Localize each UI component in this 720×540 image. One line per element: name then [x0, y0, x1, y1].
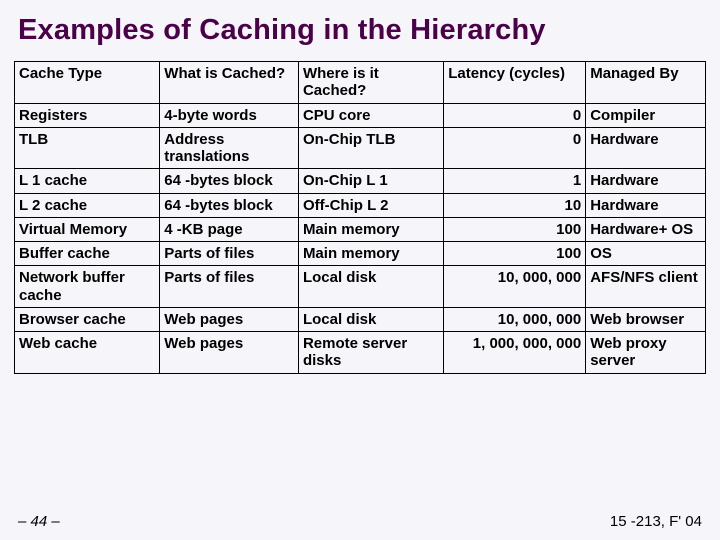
cell: 4 -KB page: [160, 217, 299, 241]
cell: Local disk: [298, 307, 443, 331]
cell: Hardware: [586, 127, 706, 169]
cell: Network buffer cache: [15, 266, 160, 308]
cell: Web proxy server: [586, 332, 706, 374]
cell: AFS/NFS client: [586, 266, 706, 308]
cell: On-Chip TLB: [298, 127, 443, 169]
cell: Remote server disks: [298, 332, 443, 374]
footer: – 44 – 15 -213, F' 04: [18, 513, 702, 530]
course-tag: 15 -213, F' 04: [610, 513, 702, 530]
cell: 64 -bytes block: [160, 193, 299, 217]
cell: Off-Chip L 2: [298, 193, 443, 217]
cell: Compiler: [586, 103, 706, 127]
page-number: – 44 –: [18, 513, 60, 530]
cell: Main memory: [298, 217, 443, 241]
cell: Buffer cache: [15, 242, 160, 266]
cell: Address translations: [160, 127, 299, 169]
cell: Parts of files: [160, 266, 299, 308]
page-title: Examples of Caching in the Hierarchy: [18, 14, 706, 47]
cell: 100: [444, 217, 586, 241]
cell: 100: [444, 242, 586, 266]
cell: 1, 000, 000, 000: [444, 332, 586, 374]
cell: 64 -bytes block: [160, 169, 299, 193]
table-header-row: Cache Type What is Cached? Where is it C…: [15, 62, 706, 104]
cell: Web pages: [160, 307, 299, 331]
cell: Parts of files: [160, 242, 299, 266]
cell: On-Chip L 1: [298, 169, 443, 193]
table-row: L 1 cache 64 -bytes block On-Chip L 1 1 …: [15, 169, 706, 193]
cell: Browser cache: [15, 307, 160, 331]
cell: Web cache: [15, 332, 160, 374]
cell: Hardware: [586, 169, 706, 193]
cell: Local disk: [298, 266, 443, 308]
table-row: Buffer cache Parts of files Main memory …: [15, 242, 706, 266]
table-row: Web cache Web pages Remote server disks …: [15, 332, 706, 374]
cell: L 2 cache: [15, 193, 160, 217]
table-row: L 2 cache 64 -bytes block Off-Chip L 2 1…: [15, 193, 706, 217]
cell: 0: [444, 127, 586, 169]
cell: 10, 000, 000: [444, 307, 586, 331]
cell: 1: [444, 169, 586, 193]
cell: 10: [444, 193, 586, 217]
cell: 10, 000, 000: [444, 266, 586, 308]
cell: Web pages: [160, 332, 299, 374]
cell: Hardware: [586, 193, 706, 217]
cell: 4-byte words: [160, 103, 299, 127]
cell: OS: [586, 242, 706, 266]
cell: 0: [444, 103, 586, 127]
table-row: Network buffer cache Parts of files Loca…: [15, 266, 706, 308]
cell: TLB: [15, 127, 160, 169]
table-row: Browser cache Web pages Local disk 10, 0…: [15, 307, 706, 331]
cache-hierarchy-table: Cache Type What is Cached? Where is it C…: [14, 61, 706, 374]
slide: Examples of Caching in the Hierarchy Cac…: [0, 0, 720, 540]
cell: CPU core: [298, 103, 443, 127]
table-row: TLB Address translations On-Chip TLB 0 H…: [15, 127, 706, 169]
col-header: Cache Type: [15, 62, 160, 104]
cell: Virtual Memory: [15, 217, 160, 241]
table-row: Registers 4-byte words CPU core 0 Compil…: [15, 103, 706, 127]
table-row: Virtual Memory 4 -KB page Main memory 10…: [15, 217, 706, 241]
cell: Main memory: [298, 242, 443, 266]
cell: Web browser: [586, 307, 706, 331]
col-header: Latency (cycles): [444, 62, 586, 104]
col-header: Managed By: [586, 62, 706, 104]
col-header: Where is it Cached?: [298, 62, 443, 104]
col-header: What is Cached?: [160, 62, 299, 104]
cell: Registers: [15, 103, 160, 127]
cell: Hardware+ OS: [586, 217, 706, 241]
cell: L 1 cache: [15, 169, 160, 193]
